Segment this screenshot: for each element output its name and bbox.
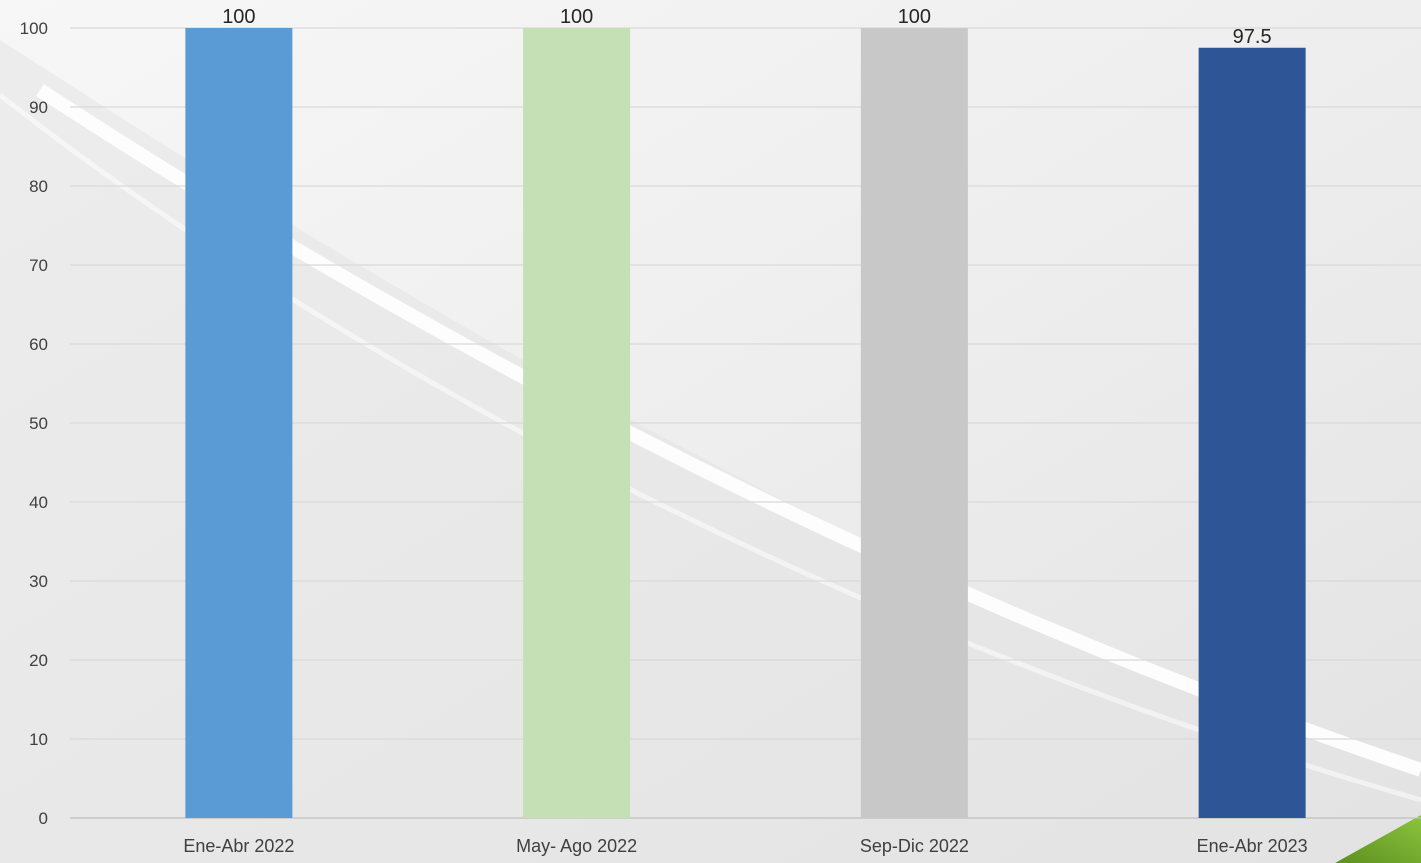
- y-tick-label: 40: [29, 493, 48, 512]
- data-label: 100: [560, 6, 593, 28]
- data-labels: 100 100 100 97.5: [222, 6, 1271, 48]
- data-label: 97.5: [1233, 26, 1272, 48]
- data-label: 100: [898, 6, 931, 28]
- x-axis: Ene-Abr 2022 May- Ago 2022 Sep-Dic 2022 Ene…: [183, 836, 1307, 856]
- bar: [185, 28, 293, 818]
- y-tick-label: 60: [29, 335, 48, 354]
- x-category-label: Sep-Dic 2022: [860, 836, 969, 856]
- data-label: 100: [222, 6, 255, 28]
- y-tick-label: 70: [29, 256, 48, 275]
- bars: [185, 28, 1306, 818]
- y-tick-label: 80: [29, 177, 48, 196]
- gridlines: [70, 27, 1421, 819]
- y-tick-label: 30: [29, 572, 48, 591]
- y-tick-label: 100: [20, 19, 48, 38]
- bar: [523, 28, 631, 818]
- y-tick-label: 50: [29, 414, 48, 433]
- y-tick-label: 20: [29, 651, 48, 670]
- x-category-label: Ene-Abr 2023: [1197, 836, 1308, 856]
- y-axis: 0 10 20 30 40 50 60 70 80 90 100: [20, 19, 48, 828]
- bar: [860, 28, 968, 818]
- y-tick-label: 0: [39, 809, 48, 828]
- x-category-label: May- Ago 2022: [516, 836, 637, 856]
- y-tick-label: 10: [29, 730, 48, 749]
- y-tick-label: 90: [29, 98, 48, 117]
- x-category-label: Ene-Abr 2022: [183, 836, 294, 856]
- bar: [1198, 47, 1306, 818]
